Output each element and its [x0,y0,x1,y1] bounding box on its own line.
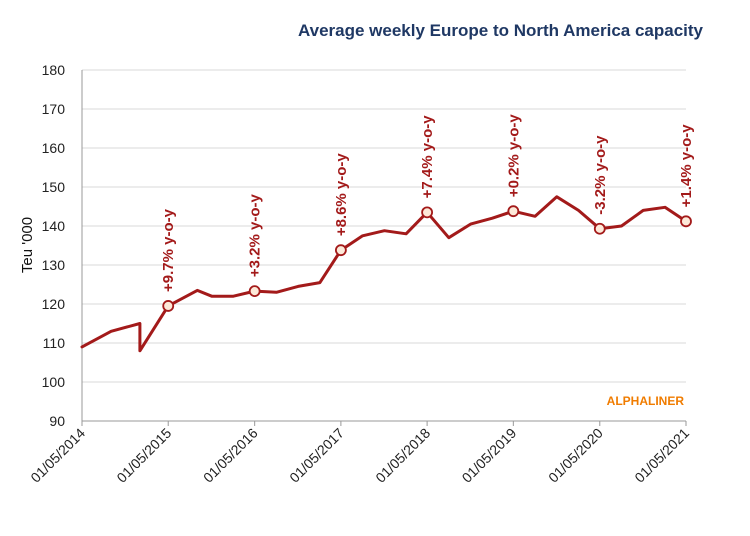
y-tick-label: 170 [42,101,66,117]
yoy-marker [248,285,261,298]
yoy-annotations: +9.7% y-o-y +3.2% y-o-y +8.6% y-o-y +7.4% y… [160,114,695,292]
y-axis-label: Teu '000 [19,217,36,273]
yoy-marker [593,222,606,235]
y-tick-label: 140 [42,218,66,234]
x-tick-label: 01/05/2015 [113,425,174,486]
x-tick-label: 01/05/2019 [459,425,520,486]
yoy-markers [162,205,692,312]
y-tick-label: 90 [49,413,65,429]
yoy-annotation: -3.2% y-o-y [592,135,609,215]
yoy-marker [507,205,520,218]
x-tick-label: 01/05/2021 [631,425,692,486]
series-line [80,195,688,353]
x-tick-labels: 01/05/2014 01/05/2015 01/05/2016 01/05/2017… [27,421,692,486]
chart-title: Average weekly Europe to North America c… [298,21,704,40]
y-tick-label: 110 [43,335,66,351]
y-tick-label: 160 [42,140,66,156]
yoy-marker [421,206,434,219]
yoy-annotation: +3.2% y-o-y [247,194,264,278]
y-tick-label: 130 [42,257,66,273]
grid-lines [82,69,686,422]
x-tick-label: 01/05/2014 [27,425,88,486]
yoy-annotation: +0.2% y-o-y [505,114,522,198]
y-tick-label: 100 [42,374,66,390]
x-tick-label: 01/05/2020 [545,425,606,486]
yoy-annotation: +9.7% y-o-y [160,208,177,292]
yoy-marker [162,300,175,312]
y-tick-labels: 90 100 110 120 130 140 150 160 170 180 [42,62,66,429]
x-tick-label: 01/05/2017 [286,425,347,486]
yoy-marker [680,215,692,228]
x-tick-label: 01/05/2016 [200,425,261,486]
yoy-marker [334,244,347,257]
y-tick-label: 150 [42,179,66,195]
axes [81,70,686,422]
y-tick-label: 120 [42,296,66,312]
yoy-annotation: +7.4% y-o-y [419,115,436,199]
yoy-annotation: +8.6% y-o-y [333,153,350,237]
alphaliner-watermark: ALPHALINER [607,394,685,408]
x-tick-label: 01/05/2018 [372,425,433,486]
y-tick-label: 180 [42,62,66,78]
yoy-annotation: +1.4% y-o-y [678,124,695,208]
